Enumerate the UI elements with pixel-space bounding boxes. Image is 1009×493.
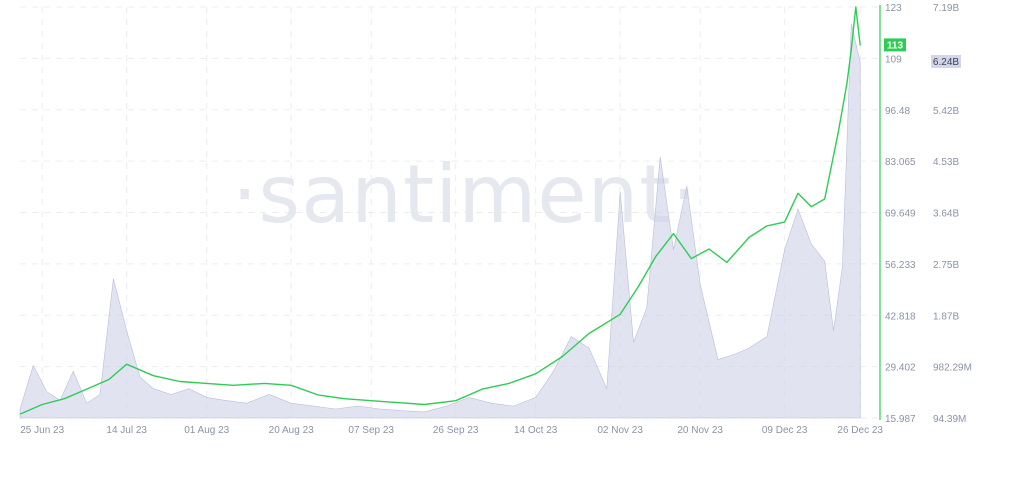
price-current-label: 113 [887, 40, 904, 51]
price-tick-label: 123 [885, 3, 902, 14]
price-tick-label: 56.233 [885, 260, 916, 271]
current-value-markers: 113 6.24B [884, 38, 961, 69]
volume-tick-label: 94.39M [933, 414, 966, 425]
price-layer [19, 6, 861, 415]
volume-tick-label: 2.75B [933, 260, 959, 271]
volume-tick-label: 982.29M [933, 363, 972, 374]
volume-current-label: 6.24B [933, 57, 959, 68]
price-tick-label: 96.48 [885, 106, 910, 117]
volume-layer [19, 23, 861, 419]
x-tick-label: 01 Aug 23 [184, 425, 229, 436]
price-tick-label: 109 [885, 54, 902, 65]
x-tick-label: 26 Sep 23 [433, 425, 479, 436]
price-tick-label: 42.818 [885, 311, 916, 322]
x-tick-label: 14 Oct 23 [514, 425, 558, 436]
price-tick-label: 83.065 [885, 157, 916, 168]
x-tick-label: 25 Jun 23 [20, 425, 64, 436]
price-axis-ticks: 123 109 96.48 83.065 69.649 56.233 42.818 29.40… [885, 3, 916, 425]
price-tick-label: 69.649 [885, 209, 916, 220]
x-tick-label: 14 Jul 23 [106, 425, 147, 436]
price-tick-label: 15.987 [885, 414, 916, 425]
x-tick-label: 02 Nov 23 [597, 425, 643, 436]
volume-tick-label: 4.53B [933, 157, 959, 168]
watermark: ·santiment· [232, 148, 698, 241]
volume-tick-label: 1.87B [933, 311, 959, 322]
x-tick-label: 09 Dec 23 [762, 425, 808, 436]
price-tick-label: 29.402 [885, 363, 916, 374]
price-line [19, 6, 861, 415]
price-current-badge [884, 38, 906, 52]
x-tick-label: 26 Dec 23 [837, 425, 883, 436]
volume-tick-label: 3.64B [933, 209, 959, 220]
x-axis-ticks: 25 Jun 23 14 Jul 23 01 Aug 23 20 Aug 23 07 S… [20, 425, 883, 436]
x-tick-label: 20 Nov 23 [677, 425, 723, 436]
volume-tick-label: 7.19B [933, 3, 959, 14]
x-tick-label: 07 Sep 23 [348, 425, 394, 436]
volume-current-badge [931, 55, 961, 69]
volume-tick-label: 5.42B [933, 106, 959, 117]
x-tick-label: 20 Aug 23 [269, 425, 314, 436]
volume-area [19, 23, 861, 419]
